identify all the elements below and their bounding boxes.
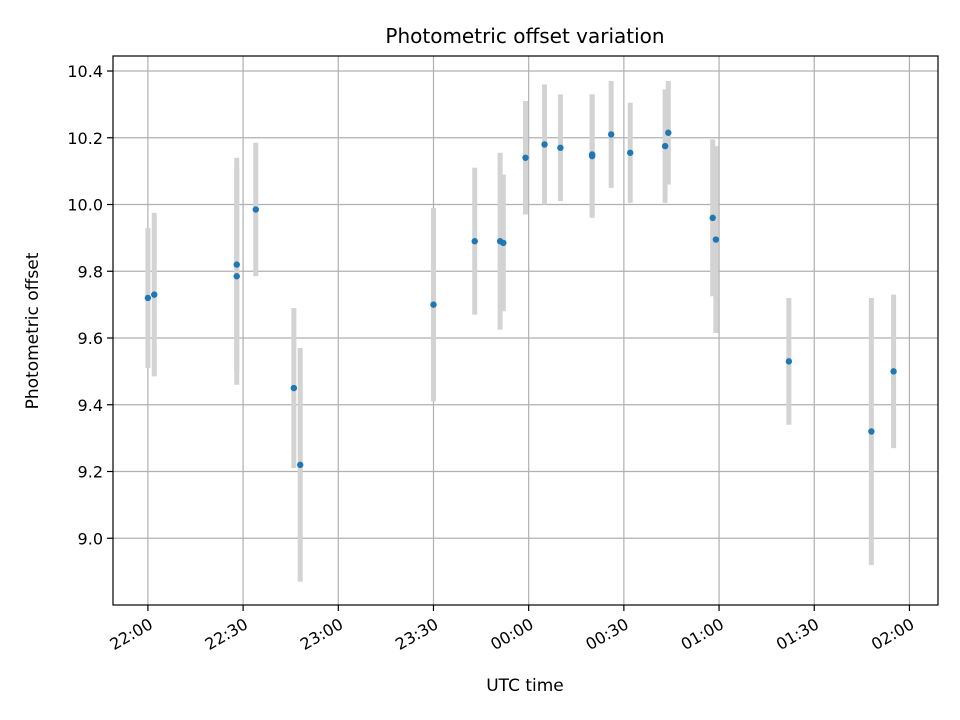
data-point xyxy=(522,154,529,161)
y-tick-label: 9.6 xyxy=(78,329,103,348)
data-point xyxy=(252,206,259,213)
y-axis-label: Photometric offset xyxy=(23,252,43,409)
y-tick-label: 9.4 xyxy=(78,396,103,415)
data-point xyxy=(297,461,304,469)
data-point xyxy=(661,142,669,150)
data-point xyxy=(151,291,158,298)
x-axis-label: UTC time xyxy=(486,676,564,696)
y-tick-label: 10.2 xyxy=(67,129,103,148)
y-tick-label: 10.0 xyxy=(67,196,103,215)
data-point xyxy=(233,261,240,268)
data-point xyxy=(868,428,875,435)
data-point xyxy=(785,358,793,365)
data-point xyxy=(712,236,720,243)
grid xyxy=(113,56,938,605)
plot-frame xyxy=(112,55,939,606)
y-tick-label: 9.8 xyxy=(78,262,103,281)
data-point xyxy=(233,273,240,280)
data-points xyxy=(144,129,897,469)
data-point xyxy=(665,129,672,136)
y-tick-label: 9.0 xyxy=(78,529,103,548)
data-point xyxy=(607,131,615,138)
data-point xyxy=(144,294,152,302)
data-point xyxy=(588,152,596,160)
data-point xyxy=(500,239,507,247)
data-point xyxy=(471,238,478,245)
y-tick-label: 9.2 xyxy=(78,463,103,482)
data-point xyxy=(709,214,716,222)
data-point xyxy=(541,141,548,148)
data-point xyxy=(890,368,897,375)
data-point xyxy=(430,301,437,308)
data-point xyxy=(290,384,298,392)
data-point xyxy=(557,144,564,151)
chart-title: Photometric offset variation xyxy=(385,24,664,48)
y-tick-label: 10.4 xyxy=(67,62,103,81)
data-point xyxy=(627,149,634,156)
y-axis-ticks: 9.0 9.2 9.4 9.6 9.8 10.0 10.2 10.4 xyxy=(67,62,113,548)
